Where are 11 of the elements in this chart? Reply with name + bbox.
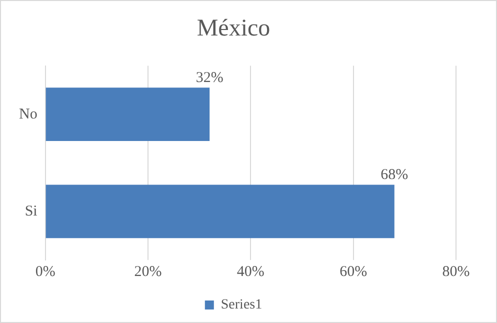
x-tick-label: 20% [134,264,162,280]
chart-title: México [196,16,270,42]
x-tick-label: 80% [442,264,470,280]
legend-label: Series1 [220,298,262,313]
data-label: 68% [380,167,408,184]
data-label: 32% [196,70,224,86]
x-tick-label: 40% [236,264,264,280]
y-tick-label: Si [24,203,38,220]
y-tick-label: No [18,106,38,122]
x-tick-label: 60% [340,264,368,280]
x-tick-label: 0% [35,264,56,280]
